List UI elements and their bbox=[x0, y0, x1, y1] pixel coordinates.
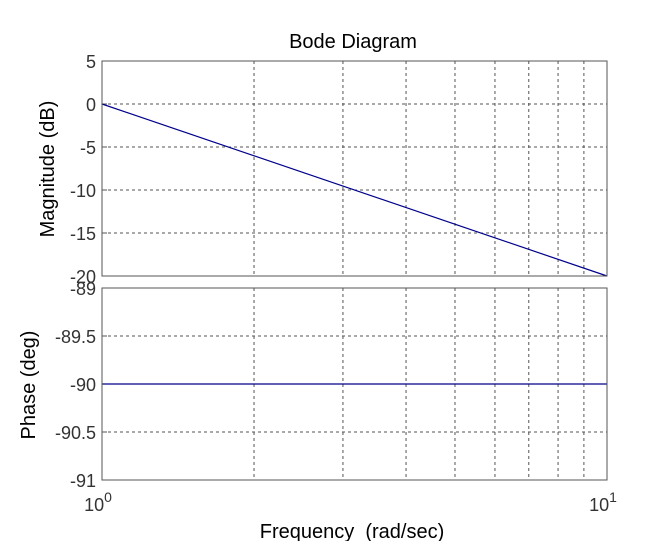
magnitude-ylabel: Magnitude (dB) bbox=[37, 101, 59, 238]
chart-title: Bode Diagram bbox=[289, 31, 417, 53]
phase-ylabel: Phase (deg) bbox=[18, 331, 40, 440]
magnitude-y-tick-label: -5 bbox=[80, 138, 96, 158]
phase-y-tick-label: -91 bbox=[70, 471, 96, 491]
phase-axes-box bbox=[101, 287, 608, 481]
magnitude-plot-area bbox=[102, 61, 607, 276]
magnitude-y-tick-label: -10 bbox=[70, 181, 96, 201]
magnitude-y-tick-label: -15 bbox=[70, 224, 96, 244]
magnitude-series bbox=[101, 103, 608, 277]
magnitude-y-tick-label: 5 bbox=[86, 52, 96, 72]
magnitude-axes-box bbox=[101, 60, 608, 277]
magnitude-panel: 5 0 -5 -10 -15 -20 Magnitude (dB) bbox=[37, 52, 608, 287]
x-tick-label: 101 bbox=[589, 489, 617, 515]
magnitude-y-ticks: 5 0 -5 -10 -15 -20 bbox=[70, 52, 107, 287]
phase-y-ticks: -89 -89.5 -90 -90.5 -91 bbox=[55, 279, 107, 491]
phase-y-tick-label: -90.5 bbox=[55, 423, 96, 443]
magnitude-series-line bbox=[101, 103, 608, 277]
phase-y-tick-label: -89.5 bbox=[55, 327, 96, 347]
x-axis-label: Frequency (rad/sec) bbox=[260, 521, 445, 541]
phase-y-tick-label: -90 bbox=[70, 375, 96, 395]
phase-panel: -89 -89.5 -90 -90.5 -91 Phase (deg) bbox=[18, 279, 608, 491]
magnitude-y-tick-label: -20 bbox=[70, 267, 96, 287]
x-tick-labels: 100 101 bbox=[84, 489, 617, 515]
magnitude-y-tick-label: 0 bbox=[86, 95, 96, 115]
x-tick-label: 100 bbox=[84, 489, 112, 515]
phase-y-tick-label: -89 bbox=[70, 279, 96, 299]
